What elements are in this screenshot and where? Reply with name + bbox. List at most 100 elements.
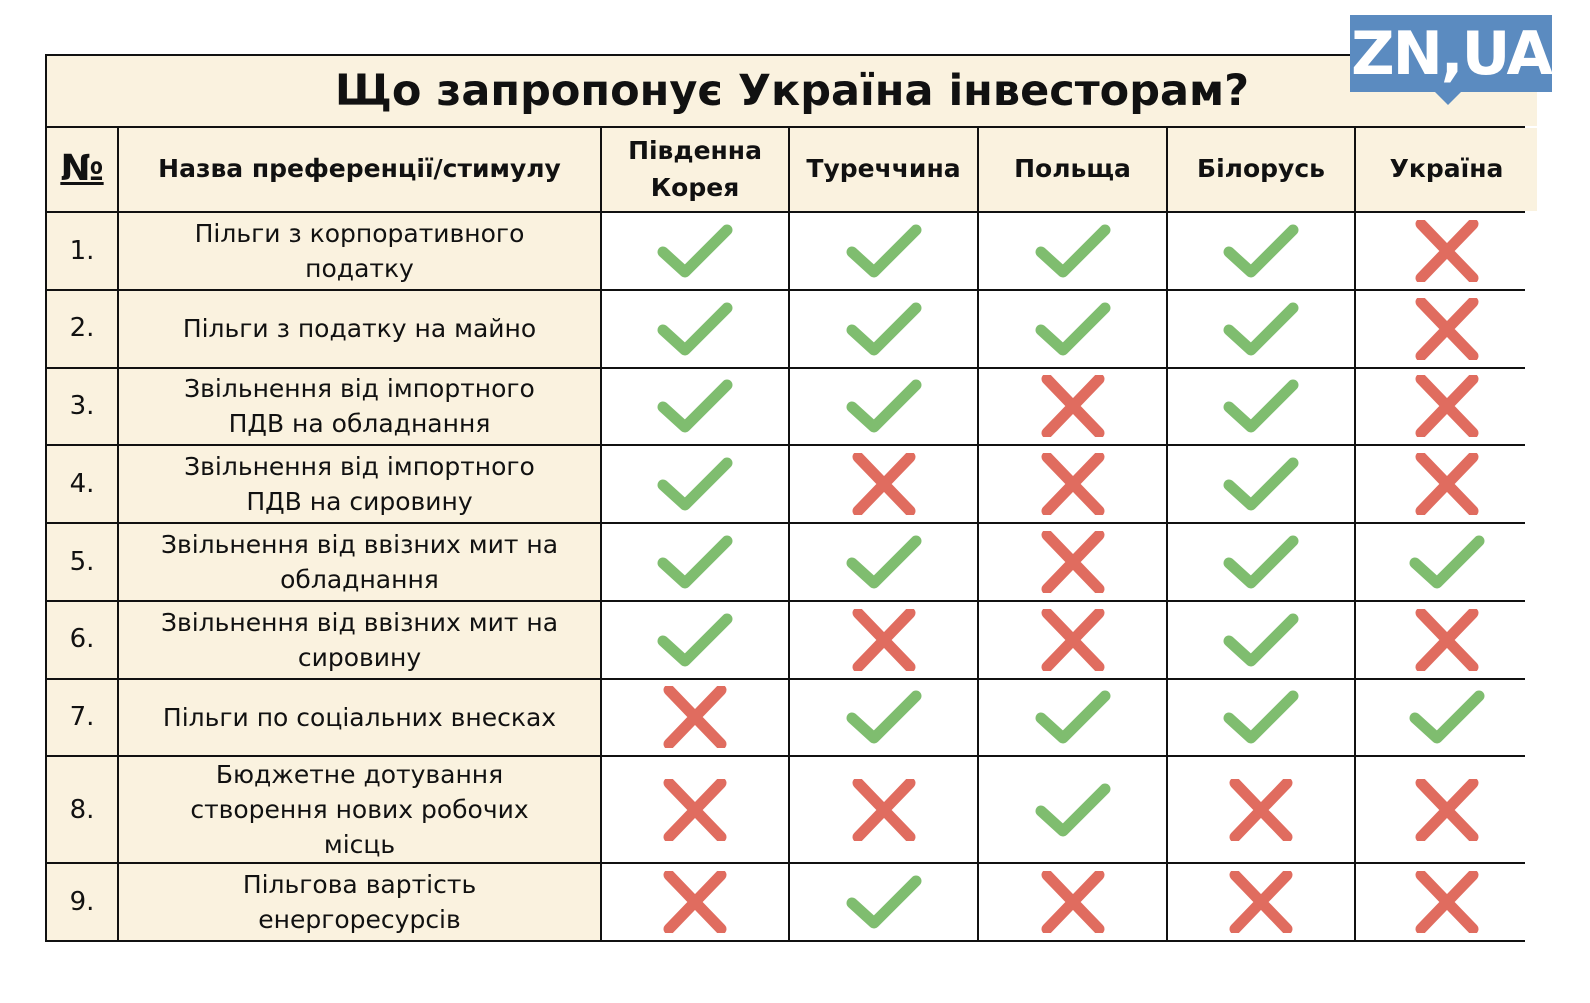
table-cell — [790, 864, 977, 940]
cross-icon — [1041, 608, 1104, 671]
table-cell — [979, 679, 1166, 756]
header-ukraine: Україна — [1356, 128, 1537, 211]
cross-icon — [1041, 375, 1104, 438]
cross-icon — [1041, 453, 1104, 516]
check-icon — [657, 224, 733, 278]
table-cell — [1356, 679, 1537, 756]
table-cell — [1356, 213, 1537, 289]
table-cell — [602, 446, 788, 522]
zn-ua-logo: ZN,UA — [1350, 15, 1553, 105]
table-cell — [979, 290, 1166, 367]
table-title: Що запропонує Україна інвесторам? — [47, 56, 1537, 126]
preference-name: Пільгова вартість енергоресурсів — [119, 864, 600, 940]
row-number: 7. — [47, 679, 117, 756]
table-cell — [979, 446, 1166, 522]
table-cell — [790, 679, 977, 756]
table-cell — [1168, 864, 1354, 940]
check-icon — [1035, 783, 1110, 837]
table-cell — [1356, 368, 1537, 445]
table-cell — [790, 368, 977, 445]
preference-name: Звільнення від імпортного ПДВ на обладна… — [119, 368, 600, 445]
table-cell — [1356, 601, 1537, 678]
table-cell — [1168, 524, 1354, 600]
table-cell — [1168, 757, 1354, 863]
row-number: 4. — [47, 446, 117, 522]
table-cell — [790, 524, 977, 600]
check-icon — [846, 875, 921, 929]
cross-icon — [1229, 871, 1293, 934]
cross-icon — [1229, 778, 1293, 841]
table-cell — [979, 864, 1166, 940]
cross-icon — [852, 453, 915, 516]
table-cell — [1356, 757, 1537, 863]
table-cell — [602, 757, 788, 863]
cross-icon — [1415, 219, 1478, 282]
cross-icon — [1415, 453, 1478, 516]
check-icon — [1223, 690, 1299, 744]
cross-icon — [1415, 778, 1478, 841]
cross-icon — [663, 871, 727, 934]
check-icon — [657, 379, 733, 433]
check-icon — [846, 224, 921, 278]
cross-icon — [1415, 608, 1478, 671]
cross-icon — [1041, 530, 1104, 593]
check-icon — [846, 379, 921, 433]
row-number: 9. — [47, 864, 117, 940]
table-cell — [1168, 601, 1354, 678]
check-icon — [1223, 302, 1299, 356]
cross-icon — [1415, 375, 1478, 438]
check-icon — [657, 613, 733, 667]
check-icon — [657, 535, 733, 589]
table-cell — [1168, 446, 1354, 522]
cross-icon — [1415, 297, 1478, 360]
preference-name: Пільги з корпоративного податку — [119, 213, 600, 289]
table-cell — [602, 524, 788, 600]
row-number: 6. — [47, 601, 117, 678]
check-icon — [1223, 613, 1299, 667]
check-icon — [846, 302, 921, 356]
row-number: 1. — [47, 213, 117, 289]
cross-icon — [1041, 871, 1104, 934]
table-cell — [790, 290, 977, 367]
cross-icon — [852, 778, 915, 841]
table-cell — [790, 446, 977, 522]
check-icon — [1035, 690, 1110, 744]
check-icon — [1409, 535, 1484, 589]
table-cell — [602, 601, 788, 678]
header-name: Назва преференції/стимулу — [119, 128, 600, 211]
table-cell — [979, 368, 1166, 445]
header-belarus: Білорусь — [1168, 128, 1354, 211]
table-cell — [602, 864, 788, 940]
cross-icon — [663, 686, 727, 749]
check-icon — [657, 457, 733, 511]
comparison-table: Що запропонує Україна інвесторам? № Назв… — [45, 54, 1537, 942]
table-cell — [602, 290, 788, 367]
table-cell — [1168, 290, 1354, 367]
table-cell — [1356, 446, 1537, 522]
row-number: 5. — [47, 524, 117, 600]
check-icon — [1035, 224, 1110, 278]
check-icon — [1409, 690, 1484, 744]
table-cell — [1356, 290, 1537, 367]
cross-icon — [852, 608, 915, 671]
table-cell — [979, 601, 1166, 678]
header-south-korea: Південна Корея — [602, 128, 788, 211]
table-cell — [1168, 213, 1354, 289]
header-poland: Польща — [979, 128, 1166, 211]
table-cell — [979, 757, 1166, 863]
preference-name: Пільги з податку на майно — [119, 290, 600, 367]
cross-icon — [663, 778, 727, 841]
table-cell — [790, 757, 977, 863]
table-cell — [602, 679, 788, 756]
check-icon — [1223, 535, 1299, 589]
header-turkey: Туреччина — [790, 128, 977, 211]
row-number: 2. — [47, 290, 117, 367]
row-number: 3. — [47, 368, 117, 445]
check-icon — [846, 535, 921, 589]
header-number: № — [47, 128, 117, 211]
table-cell — [602, 368, 788, 445]
check-icon — [846, 690, 921, 744]
table-cell — [1168, 368, 1354, 445]
table-cell — [1168, 679, 1354, 756]
check-icon — [1223, 379, 1299, 433]
